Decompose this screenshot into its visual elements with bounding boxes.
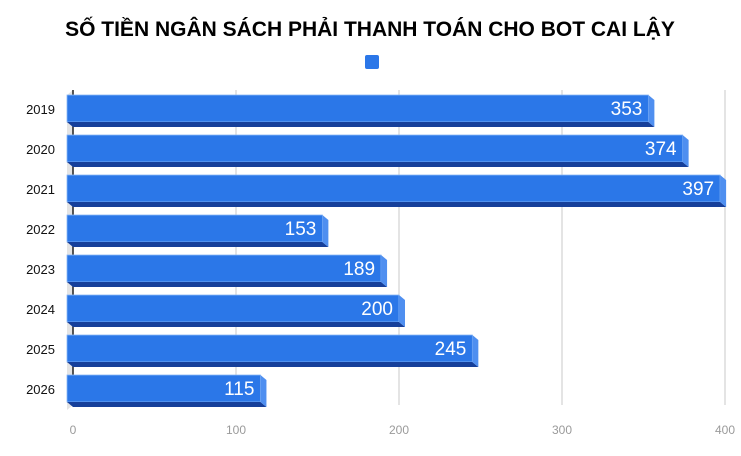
bar-2020 <box>66 134 689 167</box>
bar-face <box>66 334 473 363</box>
bar-2019 <box>66 94 655 127</box>
bar-2021 <box>66 174 727 207</box>
x-tick-label: 300 <box>552 423 572 437</box>
bar-bottom <box>67 122 655 127</box>
data-label: 245 <box>435 339 467 360</box>
bar-2026 <box>66 374 267 407</box>
y-category-label: 2024 <box>26 302 55 317</box>
data-label: 397 <box>682 179 714 200</box>
bar-side <box>260 375 267 407</box>
data-label: 353 <box>611 99 643 120</box>
x-tick-label: 400 <box>715 423 735 437</box>
bar-face <box>66 254 382 283</box>
y-category-label: 2023 <box>26 262 55 277</box>
x-tick-label: 100 <box>226 423 246 437</box>
y-category-label: 2026 <box>26 382 55 397</box>
bar-bottom <box>67 162 689 167</box>
bar-bottom <box>67 202 727 207</box>
data-label: 200 <box>361 299 393 320</box>
bar-face <box>66 374 261 403</box>
bar-face <box>66 134 684 163</box>
y-category-label: 2020 <box>26 142 55 157</box>
bar-face <box>66 174 721 203</box>
bar-bottom <box>67 242 329 247</box>
chart-title: SỐ TIỀN NGÂN SÁCH PHẢI THANH TOÁN CHO BO… <box>65 17 675 41</box>
bar-bottom <box>67 362 479 367</box>
bar-side <box>720 175 727 207</box>
y-category-label: 2019 <box>26 102 55 117</box>
axis-wall <box>67 90 73 410</box>
bar-bottom <box>67 402 267 407</box>
bar-2022 <box>66 214 329 247</box>
bar-face <box>66 94 649 123</box>
x-tick-label: 0 <box>70 423 77 437</box>
bar-bottom <box>67 322 405 327</box>
y-category-label: 2021 <box>26 182 55 197</box>
bar-2025 <box>66 334 479 367</box>
bar-side <box>399 295 405 327</box>
bar-side <box>682 135 689 167</box>
bar-side <box>322 215 329 247</box>
bar-2023 <box>66 254 388 287</box>
data-label: 189 <box>343 259 375 280</box>
bar-side <box>472 335 479 367</box>
data-label: 115 <box>224 379 254 400</box>
x-tick-label: 200 <box>389 423 409 437</box>
bar-side <box>381 255 388 287</box>
data-label: 153 <box>285 219 317 240</box>
data-label: 374 <box>645 139 677 160</box>
bar-side <box>648 95 655 127</box>
bar-face <box>66 294 400 323</box>
bar-bottom <box>67 282 388 287</box>
y-category-label: 2022 <box>26 222 55 237</box>
legend-swatch <box>365 55 379 69</box>
bar-2024 <box>66 294 405 327</box>
y-category-label: 2025 <box>26 342 55 357</box>
